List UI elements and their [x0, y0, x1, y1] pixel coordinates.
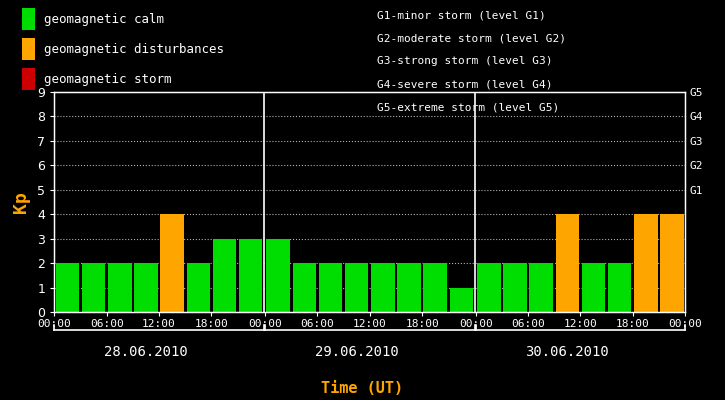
Bar	[634, 214, 658, 312]
Text: 30.06.2010: 30.06.2010	[526, 345, 609, 359]
Text: G2-moderate storm (level G2): G2-moderate storm (level G2)	[377, 33, 566, 43]
Bar	[134, 263, 158, 312]
Bar	[423, 263, 447, 312]
Bar	[319, 263, 342, 312]
Bar	[212, 239, 236, 312]
Bar	[345, 263, 368, 312]
Bar	[477, 263, 500, 312]
Text: G3-strong storm (level G3): G3-strong storm (level G3)	[377, 56, 552, 66]
Bar	[293, 263, 316, 312]
Bar	[450, 288, 473, 312]
Text: Time (UT): Time (UT)	[321, 381, 404, 396]
Bar	[239, 239, 262, 312]
Bar	[581, 263, 605, 312]
Text: 28.06.2010: 28.06.2010	[104, 345, 188, 359]
Bar	[186, 263, 210, 312]
Y-axis label: Kp: Kp	[12, 191, 30, 213]
Bar	[397, 263, 420, 312]
Bar	[503, 263, 527, 312]
Bar	[529, 263, 553, 312]
Text: G5-extreme storm (level G5): G5-extreme storm (level G5)	[377, 103, 559, 113]
Bar	[82, 263, 105, 312]
Bar	[160, 214, 184, 312]
Text: geomagnetic disturbances: geomagnetic disturbances	[44, 42, 223, 56]
Bar	[56, 263, 79, 312]
Bar	[371, 263, 394, 312]
Text: geomagnetic calm: geomagnetic calm	[44, 12, 164, 26]
Text: G4-severe storm (level G4): G4-severe storm (level G4)	[377, 80, 552, 90]
Bar	[266, 239, 290, 312]
Bar	[608, 263, 631, 312]
Bar	[108, 263, 131, 312]
Bar	[555, 214, 579, 312]
Text: G1-minor storm (level G1): G1-minor storm (level G1)	[377, 10, 546, 20]
Bar	[660, 214, 684, 312]
Text: 29.06.2010: 29.06.2010	[315, 345, 399, 359]
Text: geomagnetic storm: geomagnetic storm	[44, 72, 171, 86]
